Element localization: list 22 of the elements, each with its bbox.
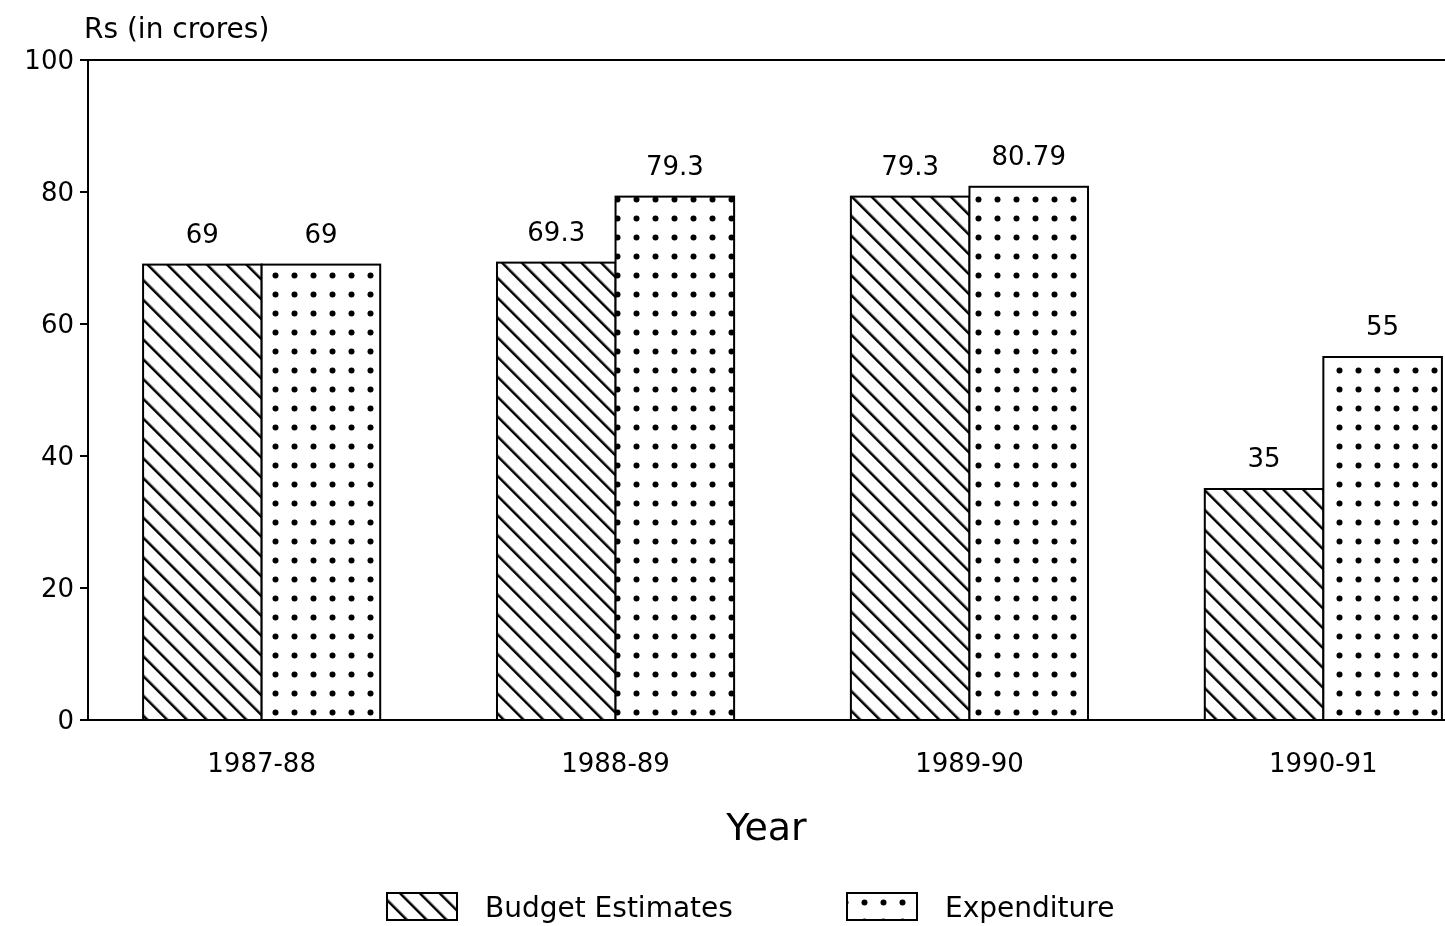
data-label: 69: [185, 218, 219, 249]
data-label: 69: [304, 218, 338, 249]
legend-label: Expenditure: [945, 891, 1115, 924]
y-tick-label: 60: [40, 309, 74, 340]
y-tick-label: 100: [24, 45, 74, 76]
y-tick-label: 0: [57, 705, 74, 736]
data-label: 55: [1366, 311, 1400, 341]
data-label: 79.3: [881, 150, 940, 181]
x-tick-label: 1987-88: [207, 748, 316, 778]
x-axis-title: Year: [725, 805, 808, 849]
x-tick-label: 1989-90: [915, 748, 1024, 778]
legend-label: Budget Estimates: [485, 891, 733, 924]
y-tick-label: 40: [40, 441, 74, 472]
x-tick-label: 1990-91: [1269, 748, 1378, 778]
x-tick-label: 1988-89: [561, 748, 670, 778]
data-label: 35: [1247, 443, 1281, 473]
y-tick-label: 20: [40, 573, 74, 604]
data-label: 79.3: [645, 150, 704, 181]
data-label: 69.3: [527, 216, 586, 247]
data-label: 80.79: [991, 140, 1066, 171]
y-tick-label: 80: [40, 177, 74, 208]
y-axis-title: Rs (in crores): [84, 12, 270, 45]
